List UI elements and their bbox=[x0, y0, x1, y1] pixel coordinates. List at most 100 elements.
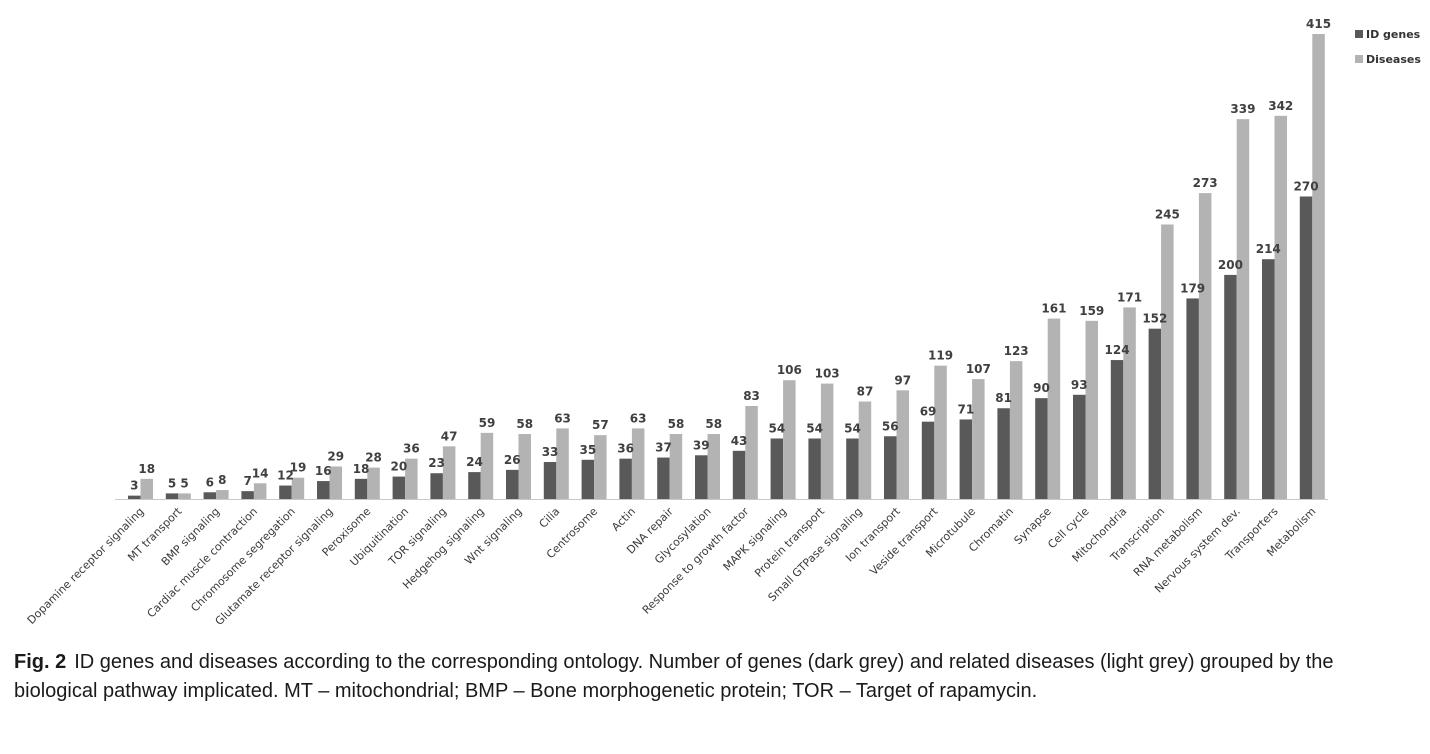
bar-diseases bbox=[1123, 307, 1136, 499]
category-label: Cilia bbox=[537, 505, 563, 531]
data-label: 69 bbox=[920, 405, 937, 419]
bar-diseases bbox=[594, 435, 607, 499]
bar-id-genes bbox=[128, 495, 141, 499]
bar-diseases bbox=[442, 446, 456, 499]
data-label: 161 bbox=[1041, 302, 1066, 316]
caption-text: ID genes and diseases according to the c… bbox=[14, 651, 1334, 702]
bar-diseases bbox=[216, 490, 229, 499]
data-label: 273 bbox=[1193, 176, 1218, 190]
data-label: 12 bbox=[277, 469, 294, 483]
data-label: 28 bbox=[365, 451, 382, 465]
data-label: 14 bbox=[252, 466, 269, 480]
bar-diseases bbox=[707, 434, 720, 499]
category-label: Actin bbox=[609, 505, 638, 534]
data-label: 179 bbox=[1180, 281, 1205, 295]
bar-diseases bbox=[631, 428, 645, 499]
data-label: 159 bbox=[1079, 304, 1104, 318]
bar-id-genes bbox=[808, 438, 821, 499]
bar-id-genes bbox=[543, 462, 557, 499]
data-label: 71 bbox=[957, 402, 974, 416]
data-label: 342 bbox=[1268, 99, 1293, 113]
data-label: 36 bbox=[617, 442, 634, 456]
data-label: 93 bbox=[1071, 378, 1088, 392]
data-label: 43 bbox=[731, 434, 748, 448]
bar-diseases bbox=[1236, 119, 1250, 500]
data-label: 63 bbox=[630, 411, 647, 425]
data-label: 5 bbox=[180, 476, 188, 490]
bar-id-genes bbox=[732, 450, 746, 499]
data-label: 81 bbox=[995, 391, 1012, 405]
bar-id-genes bbox=[581, 459, 595, 499]
bar-id-genes bbox=[279, 485, 292, 499]
data-label: 103 bbox=[815, 367, 840, 381]
data-label: 33 bbox=[542, 445, 559, 459]
data-label: 16 bbox=[315, 464, 332, 478]
bar-diseases bbox=[556, 428, 569, 499]
figure-label: Fig. 2 bbox=[14, 651, 67, 673]
bar-diseases bbox=[1009, 361, 1023, 499]
data-label: 18 bbox=[138, 462, 155, 476]
data-label: 19 bbox=[290, 461, 307, 475]
bar-diseases bbox=[1274, 115, 1287, 500]
bar-id-genes bbox=[1186, 298, 1199, 499]
data-label: 58 bbox=[516, 417, 533, 431]
legend-label: ID genes bbox=[1366, 28, 1421, 41]
data-label: 36 bbox=[403, 442, 420, 456]
bar-id-genes bbox=[392, 476, 406, 499]
data-label: 107 bbox=[966, 362, 991, 376]
bar-id-genes bbox=[1262, 259, 1275, 499]
bar-diseases bbox=[1198, 193, 1212, 499]
data-label: 29 bbox=[327, 450, 344, 464]
bar-diseases bbox=[480, 432, 494, 499]
bar-diseases bbox=[1047, 318, 1061, 499]
data-label: 47 bbox=[441, 429, 458, 443]
legend-swatch bbox=[1355, 30, 1363, 38]
bar-diseases bbox=[405, 458, 418, 499]
legend-label: Diseases bbox=[1366, 53, 1421, 66]
data-label: 63 bbox=[554, 411, 571, 425]
bar-id-genes bbox=[770, 438, 784, 499]
bar-diseases bbox=[367, 467, 380, 499]
bar-id-genes bbox=[1035, 398, 1048, 499]
bar-diseases bbox=[1161, 224, 1174, 499]
data-label: 124 bbox=[1105, 343, 1130, 357]
bar-id-genes bbox=[1110, 360, 1124, 499]
bar-id-genes bbox=[921, 421, 935, 499]
data-label: 245 bbox=[1155, 207, 1180, 221]
legend-swatch bbox=[1355, 55, 1363, 63]
data-label: 23 bbox=[428, 456, 445, 470]
bar-id-genes bbox=[1299, 196, 1313, 499]
data-label: 119 bbox=[928, 349, 953, 363]
bar-id-genes bbox=[846, 438, 859, 499]
legend: ID genes Diseases bbox=[1355, 28, 1421, 66]
data-label: 200 bbox=[1218, 258, 1243, 272]
category-label: Dopamine receptor signaling bbox=[25, 505, 147, 627]
data-label: 18 bbox=[353, 462, 370, 476]
data-label: 54 bbox=[768, 421, 785, 435]
bar-diseases bbox=[253, 483, 267, 499]
bar-diseases bbox=[896, 390, 909, 499]
data-label: 37 bbox=[655, 441, 672, 455]
data-label: 56 bbox=[882, 419, 899, 433]
bar-diseases bbox=[669, 434, 683, 499]
data-label: 87 bbox=[857, 385, 874, 399]
bar-id-genes bbox=[657, 457, 670, 499]
data-label: 26 bbox=[504, 453, 521, 467]
data-label: 152 bbox=[1142, 312, 1167, 326]
data-label: 8 bbox=[218, 473, 226, 487]
bar-id-genes bbox=[430, 473, 443, 499]
data-label: 171 bbox=[1117, 290, 1142, 304]
bar-diseases bbox=[820, 383, 834, 499]
data-label: 106 bbox=[777, 363, 802, 377]
bar-diseases bbox=[745, 406, 758, 499]
data-label: 270 bbox=[1294, 179, 1319, 193]
data-label: 24 bbox=[466, 455, 483, 469]
data-label: 83 bbox=[743, 389, 760, 403]
data-label: 54 bbox=[806, 421, 823, 435]
bar-id-genes bbox=[203, 492, 217, 499]
bar-id-genes bbox=[468, 472, 481, 499]
data-label: 90 bbox=[1033, 381, 1050, 395]
category-label: Veside transport bbox=[867, 504, 941, 578]
